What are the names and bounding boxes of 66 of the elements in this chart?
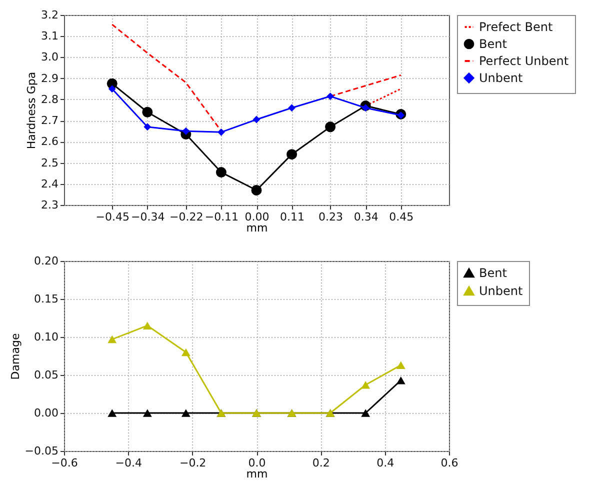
y-tick-label: 0.20 bbox=[34, 254, 58, 268]
y-tick-label: 2.6 bbox=[41, 135, 58, 148]
y-tick-label: 2.5 bbox=[41, 156, 58, 170]
x-tick-label: 0.45 bbox=[389, 210, 414, 224]
legend-label: Bent bbox=[479, 37, 508, 51]
x-axis-title: mm bbox=[246, 222, 268, 234]
y-tick-label: 2.8 bbox=[41, 92, 58, 106]
x-tick-label: 0.6 bbox=[440, 456, 458, 470]
y-tick-label: 2.3 bbox=[41, 198, 58, 212]
point bbox=[182, 127, 190, 135]
point bbox=[396, 361, 406, 369]
y-tick-label: 2.4 bbox=[41, 177, 58, 190]
point bbox=[216, 167, 226, 178]
x-tick-label: −0.2 bbox=[179, 456, 206, 470]
x-tick-label: −0.45 bbox=[96, 210, 130, 224]
point bbox=[361, 381, 370, 389]
y-tick-label: 2.9 bbox=[41, 72, 58, 85]
x-tick-label: −0.34 bbox=[131, 210, 165, 224]
legend-label: Unbent bbox=[479, 71, 523, 85]
y-tick-label: 0.15 bbox=[34, 292, 58, 306]
y-tick-label: −0.05 bbox=[24, 444, 58, 458]
y-axis-title: Hardness Gpa bbox=[25, 72, 38, 150]
y-tick-label: 0.10 bbox=[34, 330, 58, 344]
y-tick-label: 0.00 bbox=[34, 406, 58, 420]
y-tick-label: 3.0 bbox=[41, 50, 58, 64]
point bbox=[396, 376, 406, 384]
legend-label: Bent bbox=[479, 266, 508, 280]
point bbox=[108, 409, 117, 417]
point bbox=[218, 128, 225, 136]
point bbox=[252, 116, 260, 124]
x-axis-title: mm bbox=[246, 468, 268, 480]
point bbox=[325, 122, 336, 132]
x-tick-label: 0.00 bbox=[244, 210, 270, 224]
y-tick-label: 3.2 bbox=[41, 8, 58, 22]
x-tick-label: 0.23 bbox=[318, 210, 344, 224]
legend-label: Unbent bbox=[479, 284, 523, 298]
point bbox=[326, 92, 334, 100]
x-tick-label: 0.11 bbox=[280, 210, 305, 224]
y-axis-title: Damage bbox=[8, 333, 22, 380]
point bbox=[108, 85, 116, 93]
point bbox=[142, 106, 153, 118]
point bbox=[397, 112, 405, 119]
x-tick-label: 0.2 bbox=[312, 456, 330, 470]
legend-label: Perfect Unbent bbox=[479, 54, 569, 68]
point bbox=[142, 322, 152, 330]
point bbox=[181, 409, 190, 417]
x-tick-label: −0.22 bbox=[170, 210, 204, 224]
point bbox=[108, 335, 117, 344]
point bbox=[288, 104, 296, 112]
x-tick-label: −0.4 bbox=[115, 456, 142, 470]
y-tick-label: 2.7 bbox=[41, 114, 58, 128]
point bbox=[251, 184, 262, 196]
y-tick-label: 3.1 bbox=[41, 30, 58, 43]
point bbox=[142, 409, 152, 417]
point bbox=[286, 149, 298, 160]
point bbox=[362, 104, 370, 112]
x-tick-label: −0.11 bbox=[204, 210, 239, 224]
x-tick-label: −0.6 bbox=[51, 456, 78, 470]
point bbox=[144, 123, 152, 131]
x-tick-label: 0.0 bbox=[248, 456, 266, 470]
x-tick-label: 0.4 bbox=[376, 456, 394, 470]
legend-label: Prefect Bent bbox=[479, 20, 554, 34]
y-tick-label: 0.05 bbox=[34, 368, 58, 382]
point bbox=[181, 348, 190, 356]
point bbox=[361, 409, 370, 417]
x-tick-label: 0.34 bbox=[354, 210, 378, 224]
